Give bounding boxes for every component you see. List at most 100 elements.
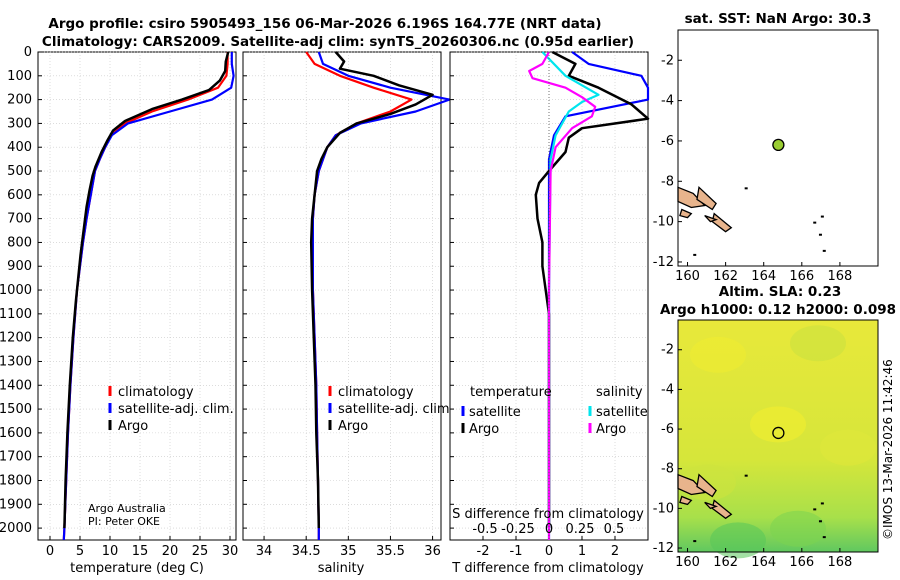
x-tick-label: 160: [675, 269, 700, 284]
legend-label: Argo: [338, 419, 368, 434]
legend-title-temperature: temperature: [470, 385, 552, 400]
x-tick-label: 162: [713, 269, 738, 284]
x-tick-label: 166: [789, 269, 814, 284]
x-tick-label: 168: [827, 269, 852, 284]
reef-speck: [818, 233, 822, 236]
y-tick-label: 1600: [0, 426, 32, 441]
reef-speck: [813, 508, 817, 511]
s-tick-label: -0.5: [472, 522, 497, 537]
reef-speck: [813, 221, 817, 224]
reef-speck: [818, 520, 822, 523]
y-tick-label: 1200: [0, 331, 32, 346]
sst-map-panel: 160 162 164 166 168 -2 -4 -6 -8 -10 -12: [653, 29, 879, 284]
sla-map-title-line1: Altim. SLA: 0.23: [719, 284, 841, 300]
timestamp-stamp: ©IMOS 13-Mar-2026 11:42:46: [881, 359, 895, 540]
sst-map-title: sat. SST: NaN Argo: 30.3: [685, 11, 872, 27]
x-tick-label: 0: [46, 544, 54, 559]
x-tick-label: 35.5: [376, 544, 405, 559]
y-tick-label: 800: [7, 235, 32, 250]
island-shape: [679, 208, 693, 219]
x-tick-label: 168: [827, 555, 852, 570]
x-tick-label: 1: [578, 544, 586, 559]
legend-label: satellite: [469, 405, 521, 420]
sla-map-panel: 160 162 164 166 168 -2 -4 -6 -8 -10 -12: [653, 319, 879, 570]
legend-label: satellite-adj. clim.: [338, 402, 454, 417]
sla-blotch: [690, 336, 746, 373]
s-tick-label: -0.25: [501, 522, 535, 537]
series-line-argo: [309, 51, 434, 529]
x-tick-label: 34: [256, 544, 273, 559]
x-tick-label: 10: [102, 544, 119, 559]
x-tick-label: 164: [751, 555, 776, 570]
y-tick-label: 1500: [0, 402, 32, 417]
y-tick-label: -10: [653, 501, 674, 516]
s-tick-label: 0: [545, 522, 553, 537]
x-tick-label: -2: [477, 544, 490, 559]
plot-frame: [37, 51, 237, 541]
y-tick-label: 1100: [0, 307, 32, 322]
x-tick-label: 36: [424, 544, 441, 559]
y-tick-label: 0: [24, 45, 32, 60]
t-diff-xlabel: T difference from climatology: [451, 561, 644, 576]
s-tick-label: 0.25: [566, 522, 595, 537]
x-tick-label: -1: [510, 544, 523, 559]
credit-pi: PI: Peter OKE: [88, 515, 160, 528]
y-tick-label: 700: [7, 212, 32, 227]
island-shape: [704, 501, 719, 510]
legend-label: Argo: [118, 419, 148, 434]
reef-speck: [693, 253, 697, 256]
map-frame: [677, 319, 879, 553]
y-tick-label: -6: [661, 422, 674, 437]
y-tick-label: 100: [7, 69, 32, 84]
island-shape: [696, 473, 717, 498]
reef-speck: [744, 187, 748, 190]
plot-frame: [242, 51, 442, 541]
x-tick-label: 160: [675, 555, 700, 570]
s-tick-label: 0.5: [604, 522, 625, 537]
credit-org: Argo Australia: [88, 502, 166, 515]
salinity-xlabel: salinity: [318, 561, 365, 576]
legend-label: climatology: [338, 385, 414, 400]
difference-panel: -2 -1 0 1 2 temperature salinity satellite Argo s…: [449, 50, 650, 559]
sla-blotch: [750, 406, 806, 443]
reef-speck: [693, 540, 697, 543]
legend-label: Argo: [469, 422, 499, 437]
map-frame: [677, 29, 879, 267]
x-tick-label: 20: [162, 544, 179, 559]
float-marker: [772, 426, 785, 440]
reef-speck: [820, 215, 824, 218]
y-tick-label: 1900: [0, 497, 32, 512]
reef-speck: [822, 536, 826, 539]
y-tick-label: 600: [7, 188, 32, 203]
x-tick-label: 15: [132, 544, 149, 559]
legend-label: climatology: [118, 385, 194, 400]
legend-label: satellite: [596, 405, 648, 420]
series-line-t-satellite: [547, 51, 650, 529]
y-tick-label: -2: [661, 53, 674, 68]
y-tick-label: 1400: [0, 378, 32, 393]
reef-speck: [744, 474, 748, 477]
y-tick-label: -10: [653, 215, 674, 230]
figure-title-line2: Climatology: CARS2009. Satellite-adj cli…: [42, 34, 634, 50]
figure-title-line1: Argo profile: csiro 5905493_156 06-Mar-2…: [48, 16, 601, 32]
salinity-panel: 34 34.5 35 35.5 36 climatology satellite-adj. …: [242, 51, 454, 559]
sla-blotch: [790, 325, 846, 362]
x-tick-label: 166: [789, 555, 814, 570]
s-diff-xlabel: S difference from climatology: [452, 507, 644, 522]
y-tick-label: 1000: [0, 283, 32, 298]
y-tick-label: 1700: [0, 450, 32, 465]
y-tick-label: -4: [661, 94, 674, 109]
island-shape: [696, 185, 717, 211]
y-tick-label: -2: [661, 343, 674, 358]
y-tick-label: -8: [661, 462, 674, 477]
x-tick-label: 162: [713, 555, 738, 570]
y-tick-label: 900: [7, 259, 32, 274]
y-tick-label: -12: [653, 255, 674, 270]
island-shape: [704, 214, 719, 223]
x-tick-label: 35: [340, 544, 357, 559]
temperature-panel: 0 5 10 15 20 25 300100200300400500600700800900…: [0, 45, 238, 559]
reef-speck: [822, 249, 826, 252]
y-tick-label: 1800: [0, 473, 32, 488]
x-tick-label: 2: [611, 544, 619, 559]
